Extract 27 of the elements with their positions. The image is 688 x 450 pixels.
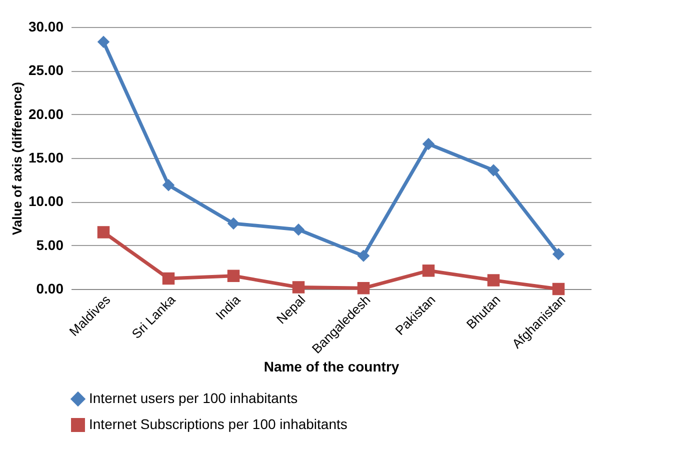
point <box>357 282 370 294</box>
point <box>422 264 435 277</box>
point <box>292 223 305 236</box>
point <box>487 274 500 286</box>
point <box>97 36 110 48</box>
legend-label: Internet users per 100 inhabitants <box>89 390 298 406</box>
y-tick-label: 10.00 <box>28 193 64 210</box>
point <box>357 250 370 262</box>
point <box>292 281 305 294</box>
y-tick-label: 5.00 <box>36 236 64 253</box>
point <box>97 226 110 238</box>
y-tick-label: 25.00 <box>28 62 64 78</box>
point <box>552 248 565 260</box>
point <box>227 217 240 230</box>
y-tick-label: 0.00 <box>36 280 64 296</box>
x-axis-title: Name of the country <box>264 358 400 374</box>
y-tick-label: 15.00 <box>28 150 64 166</box>
y-tick-label: 20.00 <box>28 106 64 122</box>
y-axis-title: Value of axis (difference) <box>9 82 24 236</box>
legend-label: Internet Subscriptions per 100 inhabitants <box>89 416 348 432</box>
y-tick-label: 30.00 <box>28 18 64 34</box>
point <box>422 138 435 150</box>
point <box>162 178 175 192</box>
point <box>487 164 500 176</box>
point <box>162 272 175 285</box>
point <box>227 270 240 282</box>
point <box>552 282 565 296</box>
